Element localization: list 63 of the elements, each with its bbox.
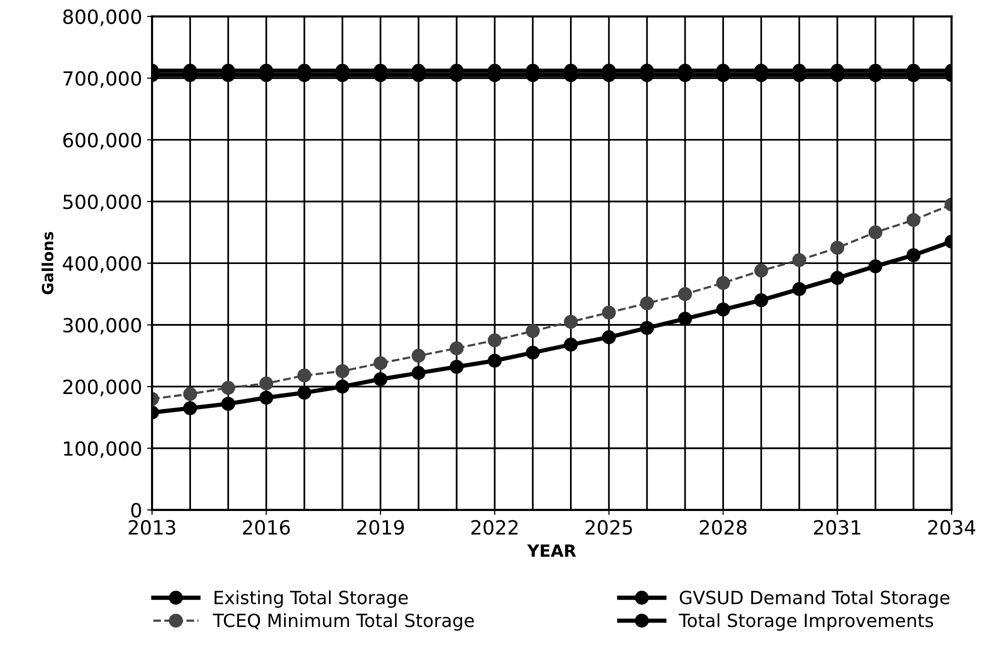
- point: [906, 248, 920, 262]
- point: [868, 225, 882, 240]
- point: [374, 372, 388, 386]
- point: [906, 213, 920, 227]
- point: [602, 330, 616, 344]
- legend-label: Total Storage Improvements: [678, 613, 934, 631]
- point: [412, 366, 426, 380]
- point: [564, 338, 578, 352]
- x-tick-label: 2013: [128, 520, 176, 535]
- point: [374, 356, 388, 370]
- x-tick-label: 2034: [928, 520, 976, 535]
- point: [221, 396, 236, 411]
- x-tick-label: 2022: [471, 520, 518, 535]
- y-tick-label: 400,000: [62, 256, 142, 273]
- point: [259, 376, 274, 390]
- point: [412, 348, 426, 363]
- y-tick-label: 0: [131, 502, 142, 518]
- point: [488, 333, 502, 348]
- point: [297, 386, 312, 400]
- point: [830, 271, 844, 285]
- x-tick-label: 2028: [700, 520, 747, 535]
- x-tick-label: 2031: [814, 520, 860, 535]
- point: [450, 360, 464, 374]
- legend-label: TCEQ Minimum Total Storage: [212, 613, 474, 631]
- point: [868, 259, 882, 274]
- point: [678, 287, 692, 301]
- y-tick-label: 600,000: [63, 132, 142, 150]
- point: [297, 368, 312, 382]
- legend-label: Existing Total Storage: [214, 590, 408, 608]
- point: [830, 240, 844, 255]
- x-tick-label: 2019: [357, 520, 404, 535]
- point: [640, 296, 654, 310]
- x-tick-label: 2016: [242, 520, 290, 535]
- point: [450, 341, 464, 356]
- point: [183, 387, 198, 401]
- point: [335, 380, 350, 394]
- y-axis-title: Gallons: [42, 232, 54, 294]
- point: [678, 312, 692, 326]
- point: [716, 276, 730, 290]
- point: [526, 346, 540, 360]
- point: [183, 401, 198, 416]
- y-tick-label: 700,000: [64, 71, 142, 88]
- point: [602, 306, 616, 320]
- point: [526, 324, 540, 338]
- point: [754, 293, 768, 308]
- y-tick-label: 500,000: [63, 194, 142, 212]
- y-tick-label: 100,000: [64, 441, 142, 458]
- point: [488, 354, 502, 368]
- point: [259, 390, 274, 405]
- point: [792, 282, 806, 296]
- y-tick-label: 200,000: [63, 380, 142, 396]
- y-tick-label: 300,000: [63, 318, 142, 335]
- x-axis-title: YEAR: [527, 544, 576, 557]
- y-tick-label: 800,000: [63, 9, 142, 26]
- point: [716, 302, 730, 316]
- point: [335, 364, 350, 378]
- point: [640, 321, 654, 335]
- point: [564, 314, 578, 329]
- point: [754, 264, 768, 278]
- legend-label: GVSUD Demand Total Storage: [680, 590, 950, 608]
- point: [792, 253, 806, 268]
- x-tick-label: 2025: [586, 520, 632, 535]
- point: [221, 380, 236, 395]
